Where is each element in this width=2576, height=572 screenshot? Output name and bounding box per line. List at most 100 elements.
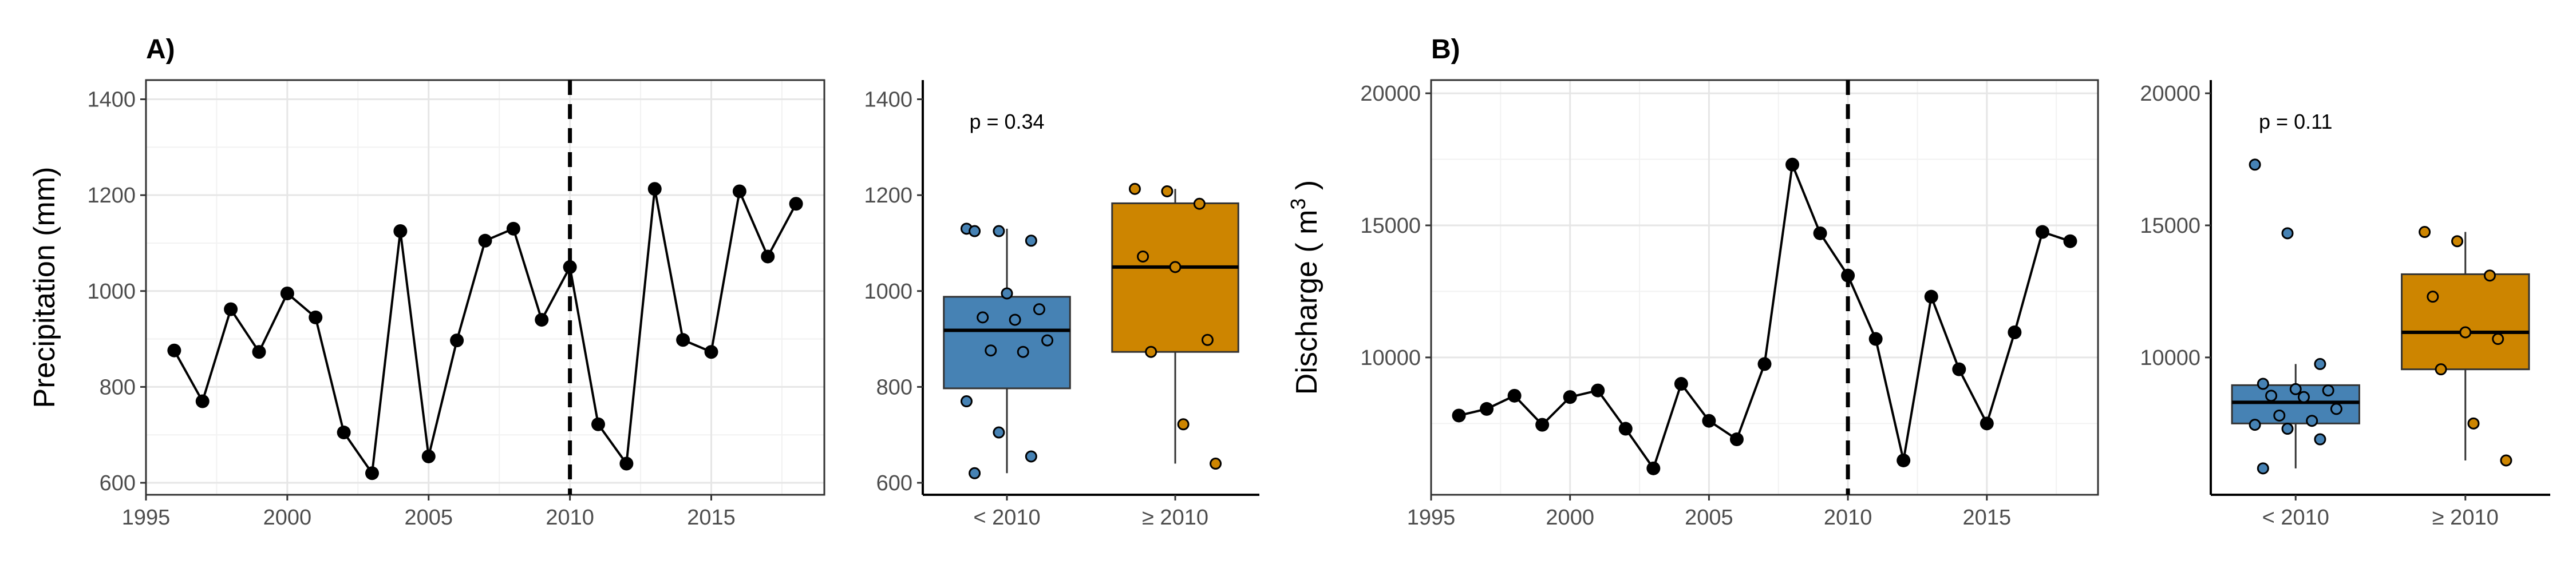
precip-line-data-point [647, 182, 662, 196]
precip-box-jitter-point [1025, 235, 1037, 247]
precip-line-y-tick-label: 800 [100, 375, 136, 399]
precip-box-y-tick-label: 600 [876, 471, 912, 495]
precip-line-data-point [252, 345, 266, 359]
discharge-box-y-tick-label: 15000 [2140, 214, 2200, 238]
precip-box-p-value-annotation: p = 0.34 [969, 110, 1044, 133]
precip-line-data-point [195, 394, 210, 408]
precip-box-jitter-point [1169, 261, 1182, 273]
discharge-line-data-point [2035, 225, 2049, 239]
discharge-box-jitter-point [2289, 383, 2302, 395]
precip-box-jitter-point [1177, 418, 1190, 431]
precip-line-y-axis-title-text: Precipitation (mm) [28, 167, 61, 408]
panel-tag-a: A) [146, 34, 175, 65]
discharge-box-jitter-point [2419, 226, 2431, 239]
discharge-box-jitter-point [2314, 433, 2326, 446]
precip-line-data-point [704, 345, 718, 359]
precip-line-data-point [478, 233, 492, 248]
precip-line-y-tick-label: 1000 [87, 280, 136, 304]
discharge-box-jitter-point [2281, 227, 2294, 240]
precip-box-jitter-point [960, 395, 973, 408]
precip-box-jitter-point [1210, 458, 1222, 470]
precip-line-data-point [732, 184, 746, 198]
precip-line-data-point [450, 333, 464, 348]
precip-box-category-label: < 2010 [973, 506, 1040, 530]
discharge-box-jitter-point [2459, 326, 2472, 339]
precip-line-x-tick-label: 1995 [122, 506, 171, 530]
discharge-line-data-point [1785, 157, 1800, 172]
discharge-box-jitter-point [2249, 419, 2261, 431]
precipitation-boxplot: 600 800 1000 1200 1400 < 2010 ≥ 2010 p = 0.34 [864, 80, 1259, 530]
discharge-line-data-point [1591, 383, 1605, 398]
precip-box-jitter-point [993, 225, 1005, 237]
discharge-box-jitter-point [2500, 454, 2512, 467]
discharge-line-data-point [1563, 390, 1577, 404]
discharge-line-data-point [1702, 414, 1716, 428]
discharge-box-jitter-point [2322, 384, 2334, 397]
precip-box-jitter-point [1193, 197, 1206, 210]
discharge-box-jitter-point [2451, 235, 2464, 248]
discharge-line-data-point [1646, 461, 1661, 475]
discharge-line-data-point [2063, 234, 2077, 248]
discharge-line-data-point [1952, 362, 1966, 376]
discharge-line-x-tick-label: 2005 [1685, 506, 1733, 530]
discharge-box-jitter-point [2281, 423, 2294, 435]
discharge-boxplot: 10000 15000 20000 < 2010 ≥ 2010 p = 0.11 [2140, 80, 2550, 530]
discharge-line-data-point [1897, 453, 1911, 467]
precip-box-jitter-point [993, 426, 1005, 439]
precip-box-jitter-point [969, 225, 981, 237]
discharge-box-y-tick-label: 10000 [2140, 346, 2200, 370]
precip-box-category-label: ≥ 2010 [1142, 506, 1208, 530]
discharge-line-y-axis-title-suffix: ) [1290, 180, 1323, 198]
panel-tag-b: B) [1431, 34, 1460, 65]
precip-line-data-point [280, 286, 294, 300]
discharge-line-series-line [1459, 160, 2071, 471]
discharge-line-x-tick-label: 2015 [1963, 506, 2012, 530]
precip-line-data-point [789, 197, 803, 211]
precip-box-jitter-point [1128, 182, 1141, 195]
discharge-box-category-label: < 2010 [2262, 506, 2329, 530]
discharge-line-data-point [1618, 422, 1633, 436]
discharge-line-y-axis-title-superscript: 3 [1286, 198, 1310, 210]
precip-line-x-tick-label: 2015 [687, 506, 736, 530]
discharge-line-data-point [1452, 408, 1466, 423]
precip-line-data-point [393, 224, 408, 239]
discharge-line-data-point [1868, 332, 1883, 346]
precip-box-jitter-point [969, 467, 981, 479]
discharge-line-data-point [1535, 418, 1550, 432]
discharge-box-jitter-point [2427, 291, 2439, 303]
precip-box-jitter-point [1137, 250, 1149, 263]
precip-line-data-point [619, 456, 634, 471]
precip-box-jitter-point [977, 311, 989, 324]
precip-box-y-tick-label: 800 [876, 375, 912, 399]
precip-box-jitter-point [1041, 334, 1054, 347]
discharge-line-data-point [1674, 377, 1688, 391]
discharge-box-jitter-point [2265, 390, 2278, 402]
precip-box-y-tick-label: 1200 [864, 184, 912, 208]
precip-box-box [1111, 202, 1239, 353]
precip-line-y-axis-title: Precipitation (mm) [28, 167, 61, 408]
discharge-line-x-tick-label: 2010 [1824, 506, 1872, 530]
precip-line-series-line [173, 187, 797, 476]
discharge-box-jitter-point [2257, 462, 2269, 475]
discharge-box-jitter-point [2297, 391, 2310, 403]
precip-line-panel-border [145, 79, 825, 496]
precip-box-jitter-point [1001, 287, 1013, 300]
precip-line-data-point [365, 466, 379, 480]
discharge-timeseries-plot: 1995 2000 2005 2010 2015 10000 15000 20000 Disch… [1286, 79, 2099, 530]
discharge-line-x-tick-label: 2000 [1546, 506, 1594, 530]
precip-box-y-tick-label: 1400 [864, 88, 912, 112]
precip-line-data-point [563, 260, 577, 274]
precip-box-jitter-point [1201, 333, 1214, 346]
precip-line-data-point [224, 302, 238, 316]
precip-line-data-point [337, 426, 351, 440]
discharge-box-jitter-point [2467, 417, 2480, 430]
precipitation-timeseries-plot: 1995 2000 2005 2010 2015 600 800 1000 1200 1400 Pr… [28, 79, 825, 530]
discharge-line-y-axis-title-text: Discharge ( m [1290, 210, 1323, 395]
discharge-box-p-value-annotation: p = 0.11 [2259, 110, 2332, 133]
discharge-line-data-point [1924, 289, 1938, 304]
precip-line-x-tick-label: 2000 [263, 506, 312, 530]
precip-line-data-point [309, 310, 323, 324]
discharge-line-y-tick-label: 15000 [1360, 214, 1421, 238]
discharge-box-jitter-point [2483, 269, 2496, 282]
